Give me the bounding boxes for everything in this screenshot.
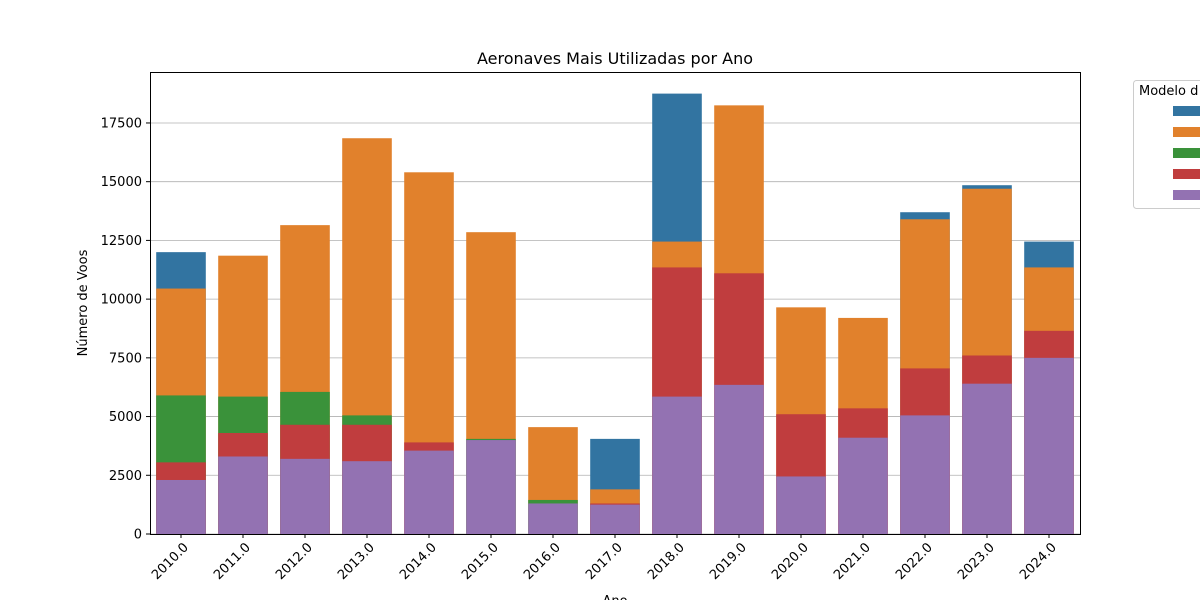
bar <box>528 503 578 534</box>
chart-title: Aeronaves Mais Utilizadas por Ano <box>477 49 753 68</box>
x-tick-label: 2010.0 <box>149 540 192 583</box>
x-tick-label: 2012.0 <box>273 540 316 583</box>
x-tick-label: 2014.0 <box>397 540 440 583</box>
legend-title: Modelo d <box>1139 84 1198 99</box>
x-tick-label: 2024.0 <box>1017 540 1060 583</box>
bar <box>1024 357 1074 534</box>
legend-box <box>1133 80 1200 209</box>
y-tick-label: 10000 <box>101 293 142 308</box>
legend-swatch <box>1173 106 1200 116</box>
legend <box>1173 106 1200 200</box>
bar <box>900 415 950 534</box>
bar <box>342 461 392 534</box>
bar <box>776 476 826 534</box>
legend-swatch <box>1173 148 1200 158</box>
bar <box>404 450 454 534</box>
bar <box>838 437 888 534</box>
x-tick-label: 2011.0 <box>211 540 254 583</box>
x-tick-label: 2019.0 <box>707 540 750 583</box>
x-tick-label: 2022.0 <box>893 540 936 583</box>
x-tick-label: 2015.0 <box>459 540 502 583</box>
y-tick-label: 12500 <box>101 234 142 249</box>
bar <box>466 440 516 534</box>
bar <box>962 383 1012 534</box>
bar <box>218 456 268 534</box>
bars <box>156 93 1074 535</box>
x-tick-label: 2021.0 <box>831 540 874 583</box>
bar <box>590 504 640 534</box>
x-tick-label: 2020.0 <box>769 540 812 583</box>
x-tick-label: 2016.0 <box>521 540 564 583</box>
legend-swatch <box>1173 169 1200 179</box>
bar <box>280 458 330 534</box>
y-tick-label: 7500 <box>109 351 142 366</box>
x-tick-label: 2018.0 <box>645 540 688 583</box>
y-tick-label: 5000 <box>109 410 142 425</box>
x-tick-label: 2023.0 <box>955 540 998 583</box>
y-tick-label: 17500 <box>101 116 142 131</box>
y-tick-label: 0 <box>134 528 142 543</box>
y-axis-label: Número de Voos <box>76 249 91 356</box>
bar <box>652 396 702 534</box>
y-tick-label: 15000 <box>101 175 142 190</box>
bar <box>714 384 764 534</box>
x-tick-label: 2013.0 <box>335 540 378 583</box>
legend-swatch <box>1173 190 1200 200</box>
bar <box>156 479 206 534</box>
x-tick-label: 2017.0 <box>583 540 626 583</box>
x-axis-label: Ano <box>602 594 627 600</box>
legend-swatch <box>1173 127 1200 137</box>
y-tick-label: 2500 <box>109 469 142 484</box>
